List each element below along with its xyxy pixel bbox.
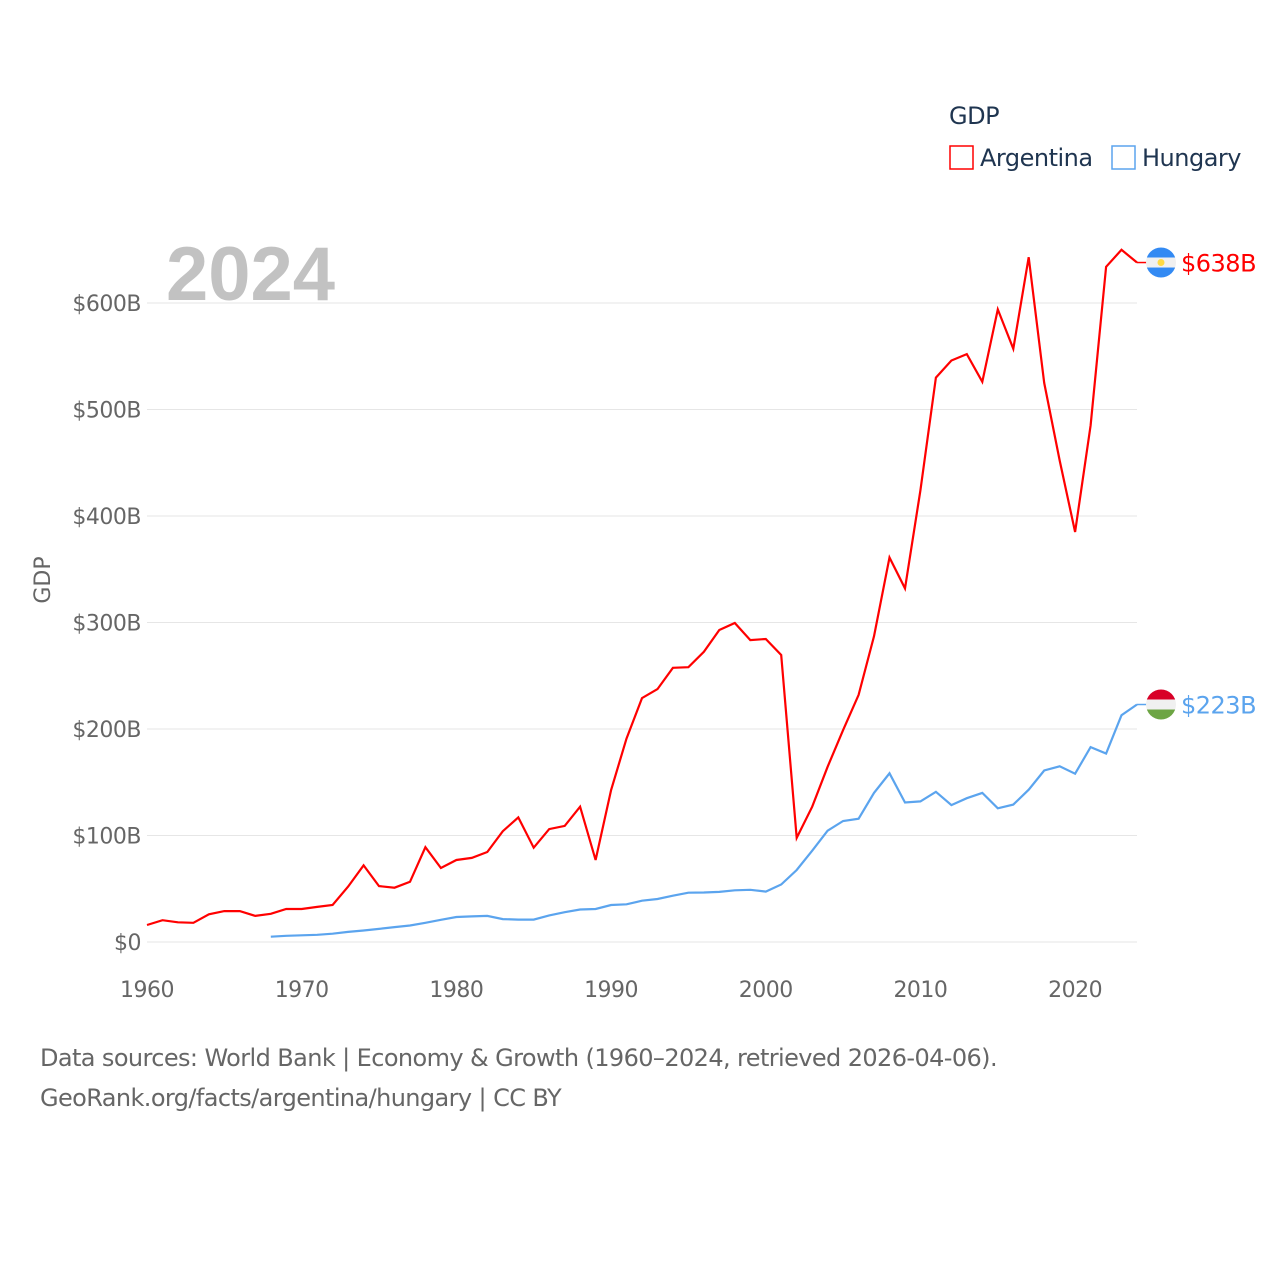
- y-tick-label: $200B: [72, 718, 141, 743]
- x-axis-ticks: 1960 1970 1980 1990 2000 2010 2020: [120, 978, 1103, 1003]
- legend-swatch-hungary: [1111, 145, 1136, 170]
- legend-label-argentina: Argentina: [980, 144, 1093, 172]
- legend-item-argentina[interactable]: Argentina: [949, 144, 1093, 172]
- y-tick-label: $500B: [72, 399, 141, 424]
- legend-title: GDP: [949, 102, 999, 130]
- end-labels: $638B $223B: [1137, 247, 1257, 720]
- gridlines: [147, 302, 1137, 943]
- argentina-flag-icon: [1146, 247, 1176, 278]
- y-tick-label: $600B: [72, 292, 141, 317]
- legend-label-hungary: Hungary: [1142, 144, 1241, 172]
- series-line-argentina: [146, 248, 1138, 927]
- x-tick-label: 1980: [429, 978, 483, 1003]
- x-tick-label: 2020: [1048, 978, 1102, 1003]
- legend-item-hungary[interactable]: Hungary: [1111, 144, 1242, 172]
- y-tick-label: $300B: [72, 612, 141, 637]
- y-tick-label: $400B: [72, 505, 141, 530]
- series-line-hungary: [270, 703, 1138, 938]
- y-axis-ticks: $0 $100B $200B $300B $400B $500B $600B: [72, 292, 141, 956]
- legend-swatch-argentina: [949, 145, 974, 170]
- hungary-flag-icon: [1146, 689, 1176, 720]
- footer-sources: Data sources: World Bank | Economy & Gro…: [40, 1044, 998, 1072]
- y-tick-label: $100B: [72, 825, 141, 850]
- x-tick-label: 2010: [893, 978, 947, 1003]
- x-tick-label: 1970: [275, 978, 329, 1003]
- x-tick-label: 1960: [120, 978, 174, 1003]
- end-value-label: $638B: [1181, 250, 1256, 278]
- footer-attribution[interactable]: GeoRank.org/facts/argentina/hungary | CC…: [40, 1084, 562, 1112]
- x-tick-label: 2000: [739, 978, 793, 1003]
- y-tick-label: $0: [114, 931, 141, 956]
- x-tick-label: 1990: [584, 978, 638, 1003]
- series-lines: [146, 248, 1138, 938]
- y-axis-label: GDP: [31, 556, 56, 603]
- year-watermark: 2024: [166, 232, 335, 317]
- end-value-label: $223B: [1181, 692, 1256, 720]
